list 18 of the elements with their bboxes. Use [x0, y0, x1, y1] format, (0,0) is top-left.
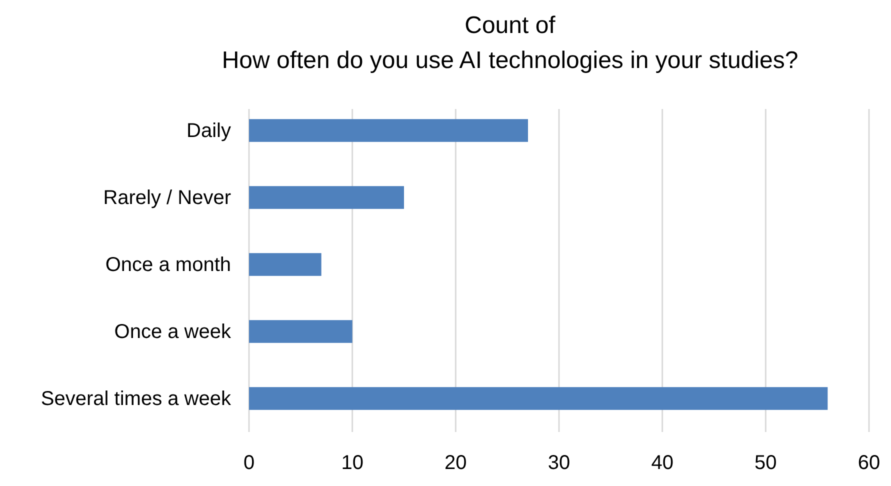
bar [249, 320, 352, 343]
chart-title: Count of How often do you use AI technologies in your studies? [222, 12, 798, 74]
y-tick-label: Rarely / Never [103, 186, 232, 209]
x-tick-label: 10 [341, 452, 364, 474]
bar [249, 387, 828, 410]
x-tick-label: 20 [444, 452, 467, 474]
x-tick-label: 40 [651, 452, 674, 474]
bar [249, 119, 528, 142]
x-tick-label: 50 [754, 452, 777, 474]
x-tick-label: 0 [243, 452, 255, 474]
bar [249, 186, 404, 209]
y-tick-label: Several times a week [40, 388, 232, 410]
bar [249, 253, 322, 276]
y-tick-label: Once a month [105, 254, 231, 276]
y-tick-label: Once a week [114, 320, 232, 343]
x-tick-label: 30 [548, 452, 570, 474]
y-tick-label: Daily [186, 120, 231, 142]
x-tick-label: 60 [858, 452, 880, 474]
